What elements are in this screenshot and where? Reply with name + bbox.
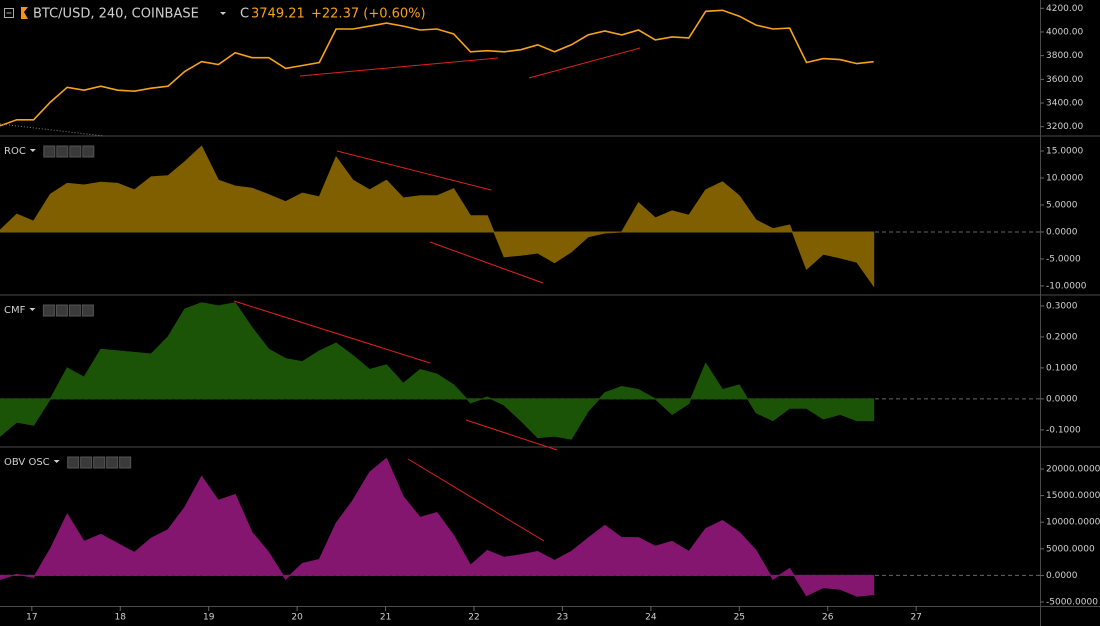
pane-button[interactable] [55,304,68,317]
y-tick-label: 0.0000 [1046,394,1078,404]
pane-dropdown[interactable] [29,149,36,152]
pane-button[interactable] [93,456,106,469]
pane-dropdown[interactable] [29,308,36,311]
y-tick-label: 3400.00 [1046,99,1083,109]
y-tick-label: 3200.00 [1046,122,1083,132]
indicator-area [0,302,875,440]
price-line [0,9,874,127]
y-tick-label: 0.1000 [1046,363,1078,373]
y-tick-label: 5000.0000 [1046,544,1095,554]
y-tick-label: 3800.00 [1046,51,1083,61]
pane-button[interactable] [68,304,81,317]
pane-dropdown[interactable] [53,460,60,463]
pane-label[interactable]: CMF [4,305,26,316]
symbol-flag [21,7,28,19]
pane-button[interactable] [43,145,56,158]
pane-button[interactable] [69,145,82,158]
pane-button[interactable] [82,145,95,158]
x-tick-label: 19 [203,613,215,623]
y-tick-label: -5000.0000 [1046,598,1098,608]
dotted-drawing [0,123,105,137]
pane-button[interactable] [80,456,93,469]
y-tick-label: 5.0000 [1046,200,1078,210]
symbol-dropdown[interactable] [220,12,226,15]
y-tick-label: 20000.0000 [1046,465,1100,475]
x-tick-label: 18 [115,613,127,623]
y-tick-label: 15.0000 [1046,147,1083,157]
close-label: C [240,7,249,22]
pane-button[interactable] [119,456,132,469]
x-tick-label: 22 [468,613,479,623]
y-tick-label: -0.1000 [1046,425,1081,435]
trend-line [299,57,499,77]
indicator-area [0,457,875,597]
x-tick-label: 24 [645,613,657,623]
y-tick-label: 0.0000 [1046,227,1078,237]
pane-button[interactable] [56,145,69,158]
pane-label[interactable]: OBV OSC [4,457,50,468]
y-tick-label: 10.0000 [1046,174,1083,184]
trend-line [407,458,545,542]
x-tick-label: 17 [26,613,37,623]
trend-line [336,150,492,191]
y-tick-label: 0.0000 [1046,571,1078,581]
y-tick-label: 3600.00 [1046,75,1083,85]
y-tick-label: 0.3000 [1046,301,1078,311]
trend-line [528,47,641,79]
trend-line [233,300,431,364]
trend-line [465,419,558,451]
y-tick-label: 15000.0000 [1046,491,1100,501]
y-tick-label: 4200.00 [1046,4,1083,14]
y-tick-label: -10.0000 [1046,281,1087,291]
pane-button[interactable] [42,304,55,317]
symbol-title[interactable]: BTC/USD, 240, COINBASE [33,7,199,22]
close-value: 3749.21 [251,7,305,22]
y-tick-label: -5.0000 [1046,254,1081,264]
pane-button[interactable] [106,456,119,469]
x-tick-label: 27 [910,613,921,623]
x-tick-label: 21 [380,613,391,623]
indicator-area [0,145,875,288]
x-tick-label: 20 [291,613,303,623]
trend-line [429,241,544,284]
x-tick-label: 25 [734,613,745,623]
y-tick-label: 4000.00 [1046,27,1083,37]
y-tick-label: 10000.0000 [1046,518,1100,528]
change-value: +22.37 (+0.60%) [311,7,426,22]
pane-button[interactable] [67,456,80,469]
x-tick-label: 26 [822,613,834,623]
plots [0,9,1040,597]
collapse-icon[interactable] [4,8,14,18]
x-tick-label: 23 [557,613,568,623]
pane-label[interactable]: ROC [4,146,26,157]
trend-lines [233,47,641,542]
y-tick-label: 0.2000 [1046,332,1078,342]
pane-button[interactable] [81,304,94,317]
